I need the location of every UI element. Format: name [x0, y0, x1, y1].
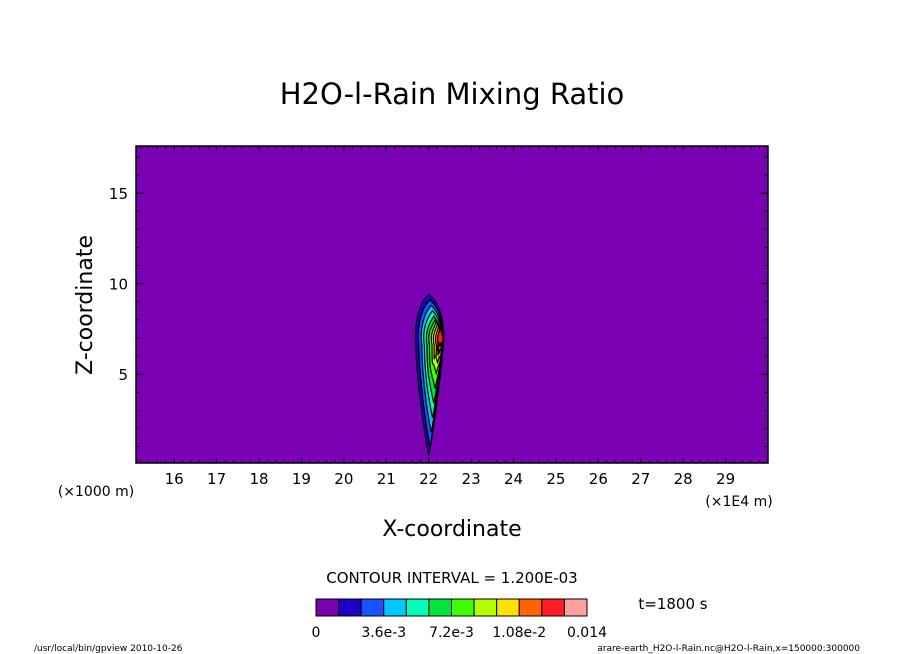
colorbar-cell — [338, 598, 362, 617]
y-tick-label: 5 — [118, 366, 128, 384]
x-tick-label: 16 — [165, 470, 184, 488]
x-tick-label: 29 — [716, 470, 735, 488]
colorbar-cell — [473, 598, 498, 617]
colorbar-cell — [315, 598, 340, 617]
colorbar-cell — [360, 598, 385, 617]
x-tick-label: 18 — [249, 470, 268, 488]
colorbar-label: 3.6e-3 — [361, 625, 406, 641]
colorbar-cell — [451, 598, 475, 617]
y-tick-label: 15 — [109, 185, 128, 203]
time-text: t=1800 s — [638, 595, 707, 613]
y-axis-unit: (×1000 m) — [58, 484, 134, 500]
x-tick-label: 25 — [546, 470, 565, 488]
plot-area — [135, 145, 769, 464]
x-tick-label: 23 — [462, 470, 481, 488]
x-axis-ticks: 16 17 18 19 20 21 22 23 24 25 26 27 28 29 — [139, 146, 769, 488]
y-tick-label: 10 — [109, 276, 128, 294]
x-tick-label: 21 — [377, 470, 396, 488]
contour-level — [437, 327, 444, 356]
x-axis-label: X-coordinate — [382, 517, 521, 542]
colorbar-cell — [383, 598, 407, 617]
colorbar-cell — [518, 598, 543, 617]
x-tick-label: 28 — [674, 470, 693, 488]
x-tick-label: 22 — [419, 470, 438, 488]
colorbar-label: 7.2e-3 — [429, 625, 474, 641]
x-tick-label: 17 — [207, 470, 226, 488]
y-axis-ticks: 5 10 15 — [109, 156, 768, 448]
x-tick-label: 24 — [504, 470, 523, 488]
x-axis-unit: (×1E4 m) — [705, 494, 772, 510]
colorbar-cell — [496, 598, 520, 617]
x-tick-label: 27 — [631, 470, 650, 488]
colorbar-label: 1.08e-2 — [492, 625, 546, 641]
y-axis-label: Z-coordinate — [73, 235, 98, 375]
footer-right: arare-earth_H2O-l-Rain.nc@H2O-l-Rain,x=1… — [597, 644, 860, 654]
x-tick-label: 19 — [292, 470, 311, 488]
chart-title: H2O-l-Rain Mixing Ratio — [280, 77, 625, 111]
rain-core-contours — [414, 293, 445, 456]
footer-left: /usr/local/bin/gpview 2010-10-26 — [34, 644, 183, 654]
colorbar-cell — [428, 598, 452, 617]
contour-interval-text: CONTOUR INTERVAL = 1.200E-03 — [326, 569, 577, 587]
colorbar-cell — [563, 598, 588, 617]
colorbar-label: 0.014 — [567, 625, 607, 641]
colorbar-labels: 0 3.6e-3 7.2e-3 1.08e-2 0.014 — [312, 625, 608, 641]
colorbar-cell — [405, 598, 430, 617]
colorbar-cell — [541, 598, 565, 617]
x-tick-label: 20 — [334, 470, 353, 488]
colorbar-label: 0 — [312, 625, 321, 641]
colorbar — [315, 598, 588, 617]
x-tick-label: 26 — [589, 470, 608, 488]
